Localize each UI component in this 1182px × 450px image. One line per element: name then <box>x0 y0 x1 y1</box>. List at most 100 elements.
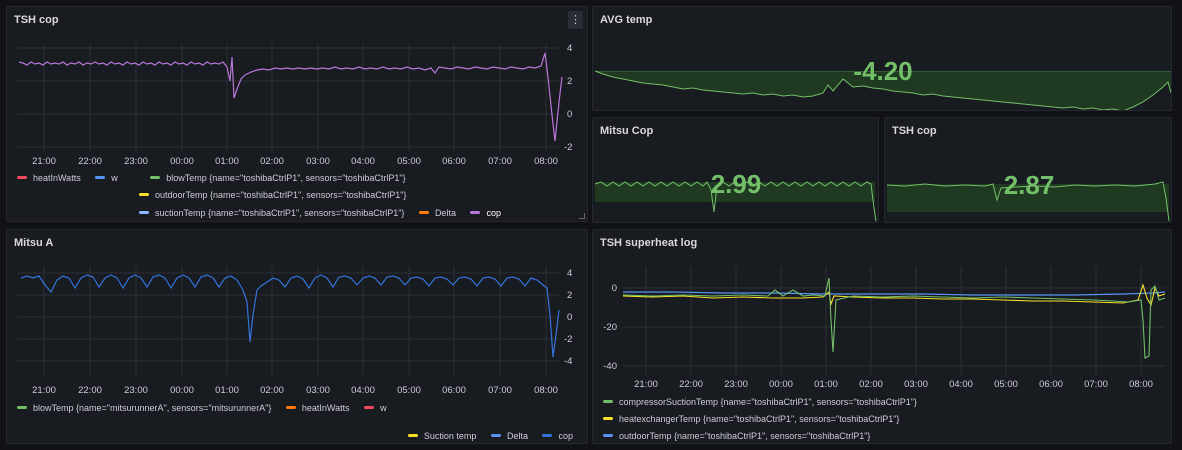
legend-item[interactable]: heatexchangerTemp {name="toshibaCtrlP1",… <box>603 414 899 424</box>
x-tick: 03:00 <box>306 385 330 395</box>
sparkline-band <box>595 71 1171 72</box>
panel-title: AVG temp <box>600 14 653 26</box>
legend-label: cop <box>486 207 501 218</box>
x-tick: 22:00 <box>78 156 102 167</box>
y-tick: -2 <box>564 142 572 153</box>
compressor-suction-temp-series <box>622 277 1166 359</box>
legend-swatch <box>603 400 613 403</box>
mitsu-cop-sparkline: 2.99 <box>594 169 877 222</box>
legend-item[interactable]: blowTemp {name="toshibaCtrlP1", sensors=… <box>150 173 406 183</box>
legend-item[interactable]: outdoorTemp {name="toshibaCtrlP1", senso… <box>603 431 870 441</box>
stat-value: 2.87 <box>1004 170 1055 200</box>
heatexchanger-temp-series <box>622 283 1166 307</box>
legend-item[interactable]: w <box>95 173 118 183</box>
legend-swatch <box>150 176 161 179</box>
mitsu-a-chart: 21:00 22:00 23:00 00:00 01:00 02:00 03:0… <box>17 266 572 395</box>
legend-label: heatInWatts <box>301 402 350 413</box>
sparkline-line <box>594 70 1171 110</box>
legend-item[interactable]: Delta <box>490 430 528 441</box>
x-tick: 01:00 <box>215 385 239 395</box>
legend-item[interactable]: blowTemp {name="mitsurunnerA", sensors="… <box>17 403 271 413</box>
vertical-dots-icon[interactable]: ⋮ <box>568 11 583 29</box>
tsh-cop-chart: 21:00 22:00 23:00 00:00 01:00 02:00 03:0… <box>17 43 572 167</box>
x-tick: 08:00 <box>534 385 558 395</box>
legend-label: blowTemp {name="mitsurunnerA", sensors="… <box>33 402 272 413</box>
grid <box>17 43 559 152</box>
legend-swatch <box>603 417 613 420</box>
x-tick: 08:00 <box>534 156 558 167</box>
x-tick: 21:00 <box>32 385 56 395</box>
sparkline-area <box>595 182 875 202</box>
resize-handle[interactable] <box>579 213 585 219</box>
x-tick: 23:00 <box>124 385 148 395</box>
legend: outdoorTemp {name="toshibaCtrlP1", senso… <box>139 188 418 200</box>
x-tick: 03:00 <box>306 156 330 167</box>
panel-avg-temp[interactable]: AVG temp -4.20 <box>592 6 1172 111</box>
x-tick: 07:00 <box>488 385 512 395</box>
x-tick: 05:00 <box>994 379 1018 390</box>
legend-label: outdoorTemp {name="toshibaCtrlP1", senso… <box>155 189 407 200</box>
x-tick: 02:00 <box>260 156 284 167</box>
stat-value: 2.99 <box>711 169 762 199</box>
stat-value: -4.20 <box>853 56 912 86</box>
panel-mitsu-a[interactable]: Mitsu A 21:00 22:00 23:00 00:00 <box>6 229 588 444</box>
x-tick: 04:00 <box>351 385 375 395</box>
x-tick: 21:00 <box>32 156 56 167</box>
y-tick: 4 <box>567 268 572 279</box>
legend-label: suctionTemp {name="toshibaCtrlP1", senso… <box>155 207 405 218</box>
legend-label: outdoorTemp {name="toshibaCtrlP1", senso… <box>619 430 871 441</box>
x-tick: 22:00 <box>679 379 703 390</box>
y-tick: 0 <box>612 283 617 294</box>
y-tick: 2 <box>567 290 572 301</box>
x-tick: 02:00 <box>859 379 883 390</box>
sparkline-area <box>887 184 1169 212</box>
y-tick: 0 <box>567 312 572 323</box>
legend-label: Suction temp <box>423 430 477 441</box>
legend-swatch <box>139 193 149 196</box>
legend: compressorSuctionTemp {name="toshibaCtrl… <box>603 395 929 407</box>
y-tick: -2 <box>564 334 572 345</box>
legend-item[interactable]: Delta <box>418 208 456 218</box>
legend-swatch <box>470 211 481 214</box>
panel-title: Mitsu Cop <box>600 125 654 137</box>
legend-label: compressorSuctionTemp {name="toshibaCtrl… <box>619 396 917 407</box>
legend-swatch <box>285 406 296 409</box>
legend-label: Delta <box>506 430 528 441</box>
legend-swatch <box>407 434 418 437</box>
legend: heatexchangerTemp {name="toshibaCtrlP1",… <box>603 412 911 424</box>
legend-item[interactable]: w <box>364 403 387 413</box>
x-tick: 03:00 <box>904 379 928 390</box>
panel-tsh-superheat[interactable]: TSH superheat log 0 -20 -40 <box>592 229 1172 444</box>
legend: Suction temp Delta cop <box>407 429 585 441</box>
tsh-cop-sparkline: 2.87 <box>886 170 1170 222</box>
legend-item[interactable]: compressorSuctionTemp {name="toshibaCtrl… <box>603 397 917 407</box>
sparkline-line <box>594 181 877 222</box>
legend-item[interactable]: heatInWatts <box>285 402 350 413</box>
legend: heatInWatts w blowTemp {name="toshibaCtr… <box>17 171 418 183</box>
legend-swatch <box>17 406 27 409</box>
legend-item[interactable]: Suction temp <box>407 430 477 441</box>
panel-mitsu-cop[interactable]: Mitsu Cop 2.99 <box>592 117 879 223</box>
legend-item[interactable]: suctionTemp {name="toshibaCtrlP1", senso… <box>139 208 404 218</box>
y-tick: -20 <box>603 322 617 333</box>
legend-label: heatexchangerTemp {name="toshibaCtrlP1",… <box>619 413 900 424</box>
panel-tsh-cop-stat[interactable]: TSH cop 2.87 <box>884 117 1172 223</box>
panel-title: Mitsu A <box>14 237 54 249</box>
panel-tsh-cop-graph[interactable]: TSH cop ⋮ 21:00 22:00 23:00 00:00 <box>6 6 588 222</box>
legend-swatch <box>139 211 149 214</box>
panel-title: TSH cop <box>892 125 937 137</box>
x-tick: 23:00 <box>724 379 748 390</box>
legend-item[interactable]: cop <box>470 208 501 218</box>
sparkline-area <box>595 71 1171 110</box>
x-tick: 21:00 <box>634 379 658 390</box>
x-tick: 06:00 <box>442 156 466 167</box>
x-tick: 07:00 <box>1084 379 1108 390</box>
legend-item[interactable]: heatInWatts <box>17 173 81 183</box>
x-tick: 00:00 <box>769 379 793 390</box>
x-tick: 06:00 <box>442 385 466 395</box>
legend-item[interactable]: outdoorTemp {name="toshibaCtrlP1", senso… <box>139 190 406 200</box>
legend-item[interactable]: cop <box>542 431 573 441</box>
x-tick: 00:00 <box>170 156 194 167</box>
x-tick: 01:00 <box>814 379 838 390</box>
legend-label: w <box>380 402 387 413</box>
